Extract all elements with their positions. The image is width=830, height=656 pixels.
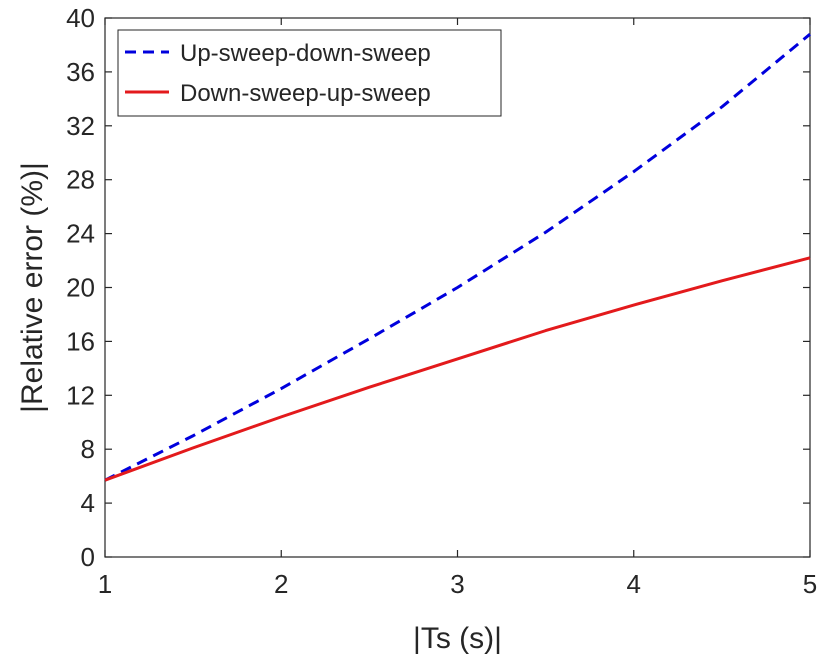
legend-box	[117, 29, 502, 117]
y-tick-label: 24	[66, 219, 95, 249]
x-tick-label: 1	[98, 569, 112, 599]
y-tick-label: 8	[81, 434, 95, 464]
x-axis-label: |Ts (s)|	[413, 622, 502, 655]
series-layer	[104, 33, 811, 482]
series-line-0	[104, 33, 811, 482]
x-tick-label: 3	[450, 569, 464, 599]
y-axis-label: |Relative error (%)|	[16, 162, 49, 413]
y-tick-label: 4	[81, 488, 95, 518]
x-tick-label: 4	[627, 569, 641, 599]
y-tick-label: 36	[66, 57, 95, 87]
x-tick-label: 5	[803, 569, 817, 599]
legend: Up-sweep-down-sweep Down-sweep-up-sweep	[117, 29, 502, 117]
legend-label-up-sweep-down-sweep: Up-sweep-down-sweep	[180, 40, 431, 67]
y-tick-label: 0	[81, 542, 95, 572]
y-tick-label: 16	[66, 326, 95, 356]
y-tick-label: 40	[66, 3, 95, 33]
y-tick-label: 32	[66, 111, 95, 141]
series-line-1	[104, 256, 811, 482]
y-tick-label: 20	[66, 273, 95, 303]
x-tick-label: 2	[274, 569, 288, 599]
y-tick-label: 12	[66, 380, 95, 410]
y-tick-label: 28	[66, 165, 95, 195]
legend-label-down-sweep-up-sweep: Down-sweep-up-sweep	[180, 80, 431, 107]
